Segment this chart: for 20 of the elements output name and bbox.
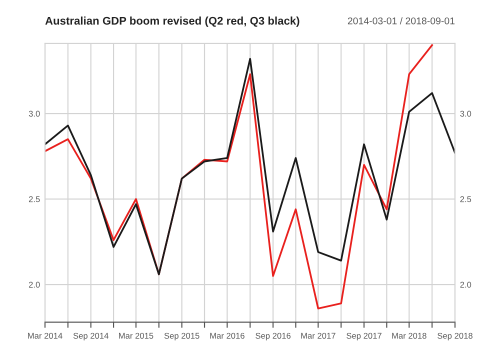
x-tick-label: Sep 2016 <box>256 332 291 340</box>
x-tick-label: Sep 2018 <box>438 332 472 340</box>
y-tick-label: 2.0 <box>28 282 40 288</box>
text: 2014-03-01 / 2018-09-01 <box>348 17 455 24</box>
y-tick-label: 2.5 <box>28 196 40 202</box>
y2-tick-label: 2.5 <box>460 196 472 202</box>
x-tick-label: Mar 2016 <box>210 332 244 339</box>
x-tick-label: Mar 2014 <box>28 332 62 339</box>
x-tick-label: Sep 2015 <box>164 332 200 340</box>
y-tick-label: 3.0 <box>28 110 40 117</box>
y2-tick-label: 2.0 <box>460 282 472 288</box>
chart-title: Australian GDP boom revised (Q2 red, Q3 black) <box>45 16 300 27</box>
x-tick-label: Mar 2015 <box>119 332 154 339</box>
y2-tick-label: 3.0 <box>460 110 472 117</box>
x-tick-label: Mar 2017 <box>301 332 336 339</box>
line-series <box>45 58 455 276</box>
x-tick-label: Mar 2018 <box>392 332 426 339</box>
x-tick-label: Sep 2014 <box>73 332 108 340</box>
line-series <box>45 44 433 310</box>
x-tick-label: Sep 2017 <box>346 332 382 340</box>
